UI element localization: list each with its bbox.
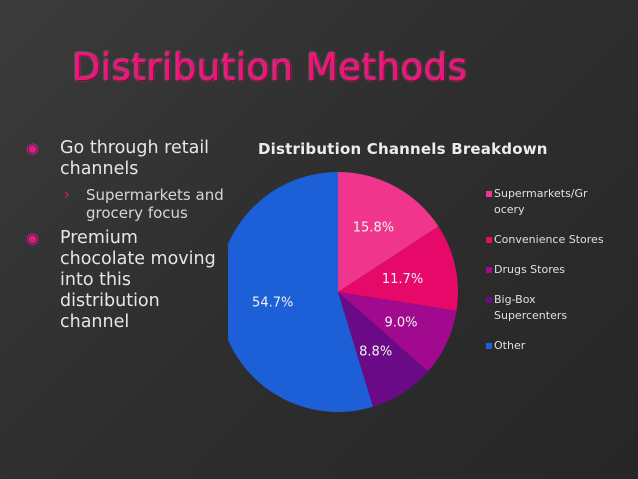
pie-chart: 15.8% 11.7% 9.0% 8.8% 54.7% bbox=[228, 172, 458, 412]
legend-swatch bbox=[486, 237, 492, 243]
slice-bigbox bbox=[338, 292, 429, 407]
legend-label: Drugs Stores bbox=[494, 263, 565, 276]
bullet-text: Go through retail channels bbox=[60, 138, 210, 179]
legend-swatch bbox=[486, 297, 492, 303]
legend-label: Supermarkets/Gr ocery bbox=[494, 187, 588, 216]
legend-swatch bbox=[486, 191, 492, 197]
slice-convenience bbox=[338, 226, 458, 311]
slice-drugs bbox=[338, 292, 457, 372]
legend-item: Convenience Stores bbox=[486, 232, 606, 248]
chart-title: Distribution Channels Breakdown bbox=[258, 140, 548, 158]
legend-item: Other bbox=[486, 338, 606, 354]
legend-item: Supermarkets/Gr ocery bbox=[486, 186, 606, 218]
legend-label: Big-Box Supercenters bbox=[494, 293, 568, 322]
data-label: 11.7% bbox=[382, 272, 423, 287]
legend-label: Convenience Stores bbox=[494, 233, 604, 246]
data-label: 9.0% bbox=[384, 316, 417, 331]
slice-other bbox=[228, 172, 373, 412]
bullet-item: ◉ Premium chocolate moving into this dis… bbox=[26, 228, 226, 333]
sub-bullet-item: › Supermarkets and grocery focus bbox=[26, 186, 226, 222]
bullet-icon: ◉ bbox=[26, 229, 40, 247]
legend-swatch bbox=[486, 267, 492, 273]
legend-item: Big-Box Supercenters bbox=[486, 292, 606, 324]
chart-legend: Supermarkets/Gr ocery Convenience Stores… bbox=[486, 186, 606, 368]
data-label: 54.7% bbox=[252, 296, 293, 311]
legend-item: Drugs Stores bbox=[486, 262, 606, 278]
data-label: 8.8% bbox=[359, 345, 392, 360]
legend-label: Other bbox=[494, 339, 526, 352]
slide-title: Distribution Methods bbox=[72, 46, 468, 89]
sub-bullet-text: Supermarkets and grocery focus bbox=[86, 186, 224, 222]
bullet-item: ◉ Go through retail channels bbox=[26, 138, 226, 180]
slice-supermarkets bbox=[338, 172, 439, 292]
legend-swatch bbox=[486, 343, 492, 349]
sub-bullet-icon: › bbox=[64, 187, 70, 203]
bullet-text: Premium chocolate moving into this distr… bbox=[60, 228, 216, 332]
bullet-list: ◉ Go through retail channels › Supermark… bbox=[26, 138, 226, 339]
bullet-icon: ◉ bbox=[26, 139, 40, 157]
data-label: 15.8% bbox=[353, 221, 394, 236]
